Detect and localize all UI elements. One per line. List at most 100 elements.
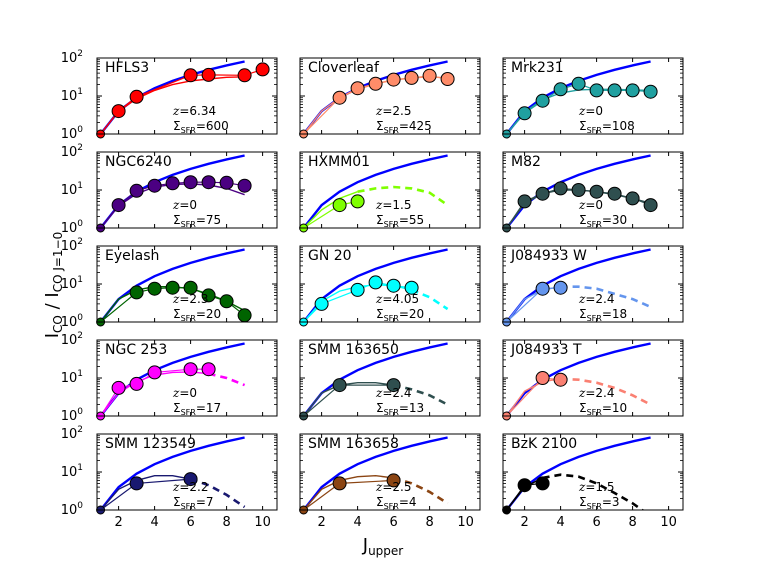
panel-title: NGC6240 — [105, 154, 172, 170]
y-tick-label: 100 — [61, 501, 84, 518]
sfr-label: ΣSFR=17 — [173, 401, 221, 417]
sfr-label: ΣSFR=425 — [376, 119, 432, 135]
data-point — [314, 296, 329, 311]
data-point — [129, 476, 144, 491]
sfr-label: ΣSFR=600 — [173, 119, 229, 135]
data-point — [368, 76, 383, 91]
data-point — [553, 181, 568, 196]
data-point — [553, 372, 568, 387]
redshift-label: z=0 — [172, 386, 197, 400]
redshift-label: z=6.34 — [172, 104, 216, 118]
sfr-label: ΣSFR=20 — [376, 307, 424, 323]
data-point — [589, 184, 604, 199]
sfr-label: ΣSFR=108 — [579, 119, 635, 135]
data-point — [553, 82, 568, 97]
sfr-label: ΣSFR=55 — [376, 213, 424, 229]
x-tick-label: 2 — [317, 515, 325, 530]
data-point — [219, 294, 234, 309]
data-point — [643, 84, 658, 99]
data-point — [147, 178, 162, 193]
x-tick-label: 10 — [660, 515, 677, 530]
panel-title: SMM 123549 — [105, 436, 196, 452]
data-point — [165, 176, 180, 191]
redshift-label: z=1.5 — [578, 480, 614, 494]
panel-title: GN 20 — [308, 248, 352, 264]
y-axis-label: ICO / ICO J=1−0 — [42, 232, 65, 339]
x-tick-label: 6 — [186, 515, 194, 530]
data-point — [147, 365, 162, 380]
redshift-label: z=2.4 — [375, 386, 411, 400]
data-point — [607, 83, 622, 98]
fit-curve-observed — [303, 191, 358, 228]
data-point — [350, 194, 365, 209]
data-line — [303, 200, 358, 228]
data-point — [147, 281, 162, 296]
panel-title: BzK 2100 — [511, 436, 577, 452]
fit-curve-observed — [303, 382, 394, 416]
reference-curve — [302, 248, 448, 322]
panel-title: Eyelash — [105, 248, 159, 264]
data-point — [571, 183, 586, 197]
fit-curve-observed — [506, 378, 561, 416]
data-point — [111, 380, 126, 395]
data-point — [237, 308, 252, 323]
sfr-label: ΣSFR=75 — [173, 213, 221, 229]
fit-curve-extrapolated — [393, 383, 449, 406]
fit-curve-extrapolated — [357, 185, 449, 207]
data-point — [111, 104, 126, 119]
y-tick-label: 100 — [61, 313, 84, 330]
panel-title: Mrk231 — [511, 60, 564, 76]
sfr-label: ΣSFR=3 — [579, 495, 620, 511]
redshift-label: z=2.5 — [375, 480, 411, 494]
y-tick-label: 100 — [61, 125, 84, 142]
redshift-label: z=2.4 — [578, 386, 614, 400]
redshift-label: z=2.4 — [578, 292, 614, 306]
redshift-label: z=1.5 — [375, 198, 411, 212]
y-tick-label: 102 — [61, 331, 83, 348]
data-point — [607, 186, 622, 201]
panel-title: Cloverleaf — [308, 60, 380, 76]
data-point — [183, 472, 198, 487]
panel-title: HXMM01 — [308, 154, 370, 170]
data-point — [332, 90, 347, 105]
plot-area — [302, 154, 449, 228]
x-tick-label: 10 — [457, 515, 474, 530]
data-point — [589, 83, 604, 98]
reference-curve — [505, 248, 651, 322]
data-point — [350, 81, 365, 96]
data-point — [350, 282, 365, 297]
x-axis-label: Jupper — [362, 535, 404, 558]
data-point — [553, 280, 568, 295]
data-point — [535, 186, 550, 201]
data-point — [404, 280, 419, 295]
data-line — [506, 377, 561, 416]
data-point — [535, 281, 550, 296]
y-tick-label: 101 — [61, 181, 83, 198]
fit-curve-extrapolated — [560, 285, 652, 309]
data-point — [183, 175, 198, 190]
data-point — [129, 376, 144, 391]
data-point — [386, 72, 401, 87]
x-tick-label: 10 — [254, 515, 271, 530]
panel-grid: 100101102HFLS3z=6.34ΣSFR=600Cloverleafz=… — [61, 49, 684, 530]
x-tick-label: 6 — [389, 515, 397, 530]
y-tick-label: 101 — [61, 87, 83, 104]
data-point — [111, 198, 126, 213]
sfr-label: ΣSFR=18 — [579, 307, 627, 323]
panel-title: M82 — [511, 154, 541, 170]
sfr-label: ΣSFR=10 — [579, 401, 627, 417]
x-tick-label: 8 — [222, 515, 230, 530]
y-tick-label: 102 — [61, 237, 83, 254]
data-point — [440, 72, 455, 86]
data-point — [183, 280, 198, 295]
reference-curve — [99, 436, 245, 510]
